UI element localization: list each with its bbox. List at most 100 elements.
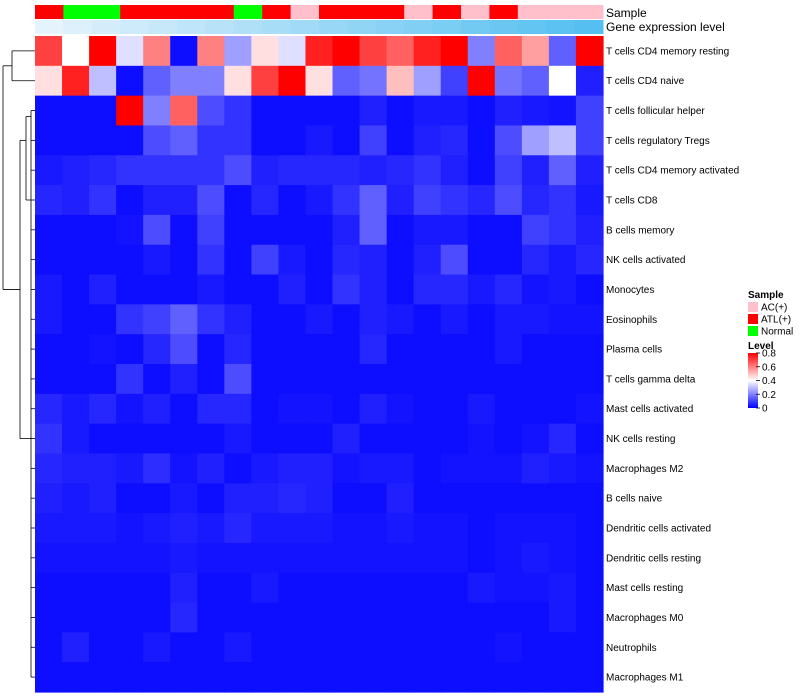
heatmap-cell	[143, 185, 171, 216]
gene-expression-annotation-cell	[63, 20, 93, 34]
heatmap-cell	[197, 662, 225, 693]
row-label: T cells CD4 naive	[606, 76, 685, 87]
heatmap-cell	[494, 274, 523, 305]
heatmap-cell	[251, 155, 280, 186]
heatmap-cell	[413, 662, 442, 693]
heatmap-cell	[197, 364, 225, 395]
heatmap-cell	[386, 662, 415, 693]
heatmap-cell	[521, 572, 550, 604]
heatmap-cell	[62, 95, 90, 127]
heatmap-cell	[521, 155, 550, 186]
heatmap-cell	[494, 214, 523, 246]
heatmap-cell	[170, 274, 198, 305]
row-label: Eosinophils	[606, 315, 657, 326]
heatmap-cell	[440, 662, 469, 693]
heatmap-cell	[116, 453, 144, 484]
row-label: T cells gamma delta	[606, 374, 696, 385]
heatmap-cell	[197, 423, 225, 455]
heatmap-cell	[467, 572, 496, 604]
heatmap-cell	[575, 602, 604, 633]
heatmap-cell	[521, 95, 550, 127]
heatmap-cell	[251, 662, 280, 693]
heatmap-cell	[143, 602, 171, 633]
heatmap-cell	[62, 572, 90, 604]
heatmap-cell	[170, 125, 198, 156]
heatmap-cell	[251, 334, 280, 365]
heatmap-cell	[35, 185, 63, 216]
heatmap-cell	[170, 244, 198, 276]
level-legend-tick-label: 0.4	[762, 376, 776, 387]
heatmap-cell	[143, 334, 171, 365]
heatmap-cell	[62, 602, 90, 633]
heatmap-cell	[494, 185, 523, 216]
heatmap-cell	[467, 513, 496, 544]
heatmap-cell	[251, 185, 280, 216]
heatmap-cell	[305, 542, 334, 574]
heatmap-cell	[575, 65, 604, 97]
heatmap-cell	[116, 185, 144, 216]
gene-expression-annotation-cell	[35, 20, 64, 34]
heatmap-cell	[170, 453, 198, 484]
heatmap-cell	[332, 542, 361, 574]
heatmap-cell	[116, 662, 144, 693]
heatmap-cell	[116, 513, 144, 544]
heatmap-cell	[548, 274, 577, 305]
heatmap-cell	[440, 542, 469, 574]
heatmap-cell	[332, 334, 361, 365]
heatmap-cell	[305, 304, 334, 335]
heatmap-cell	[332, 393, 361, 425]
heatmap-cell	[170, 572, 198, 604]
heatmap-cell	[386, 423, 415, 455]
heatmap-cell	[116, 304, 144, 335]
sample-annotation-cell	[461, 5, 490, 19]
heatmap-cell	[575, 274, 604, 305]
heatmap-cell	[548, 364, 577, 395]
heatmap-cell	[521, 125, 550, 156]
heatmap-cell	[548, 393, 577, 425]
heatmap-cell	[35, 364, 63, 395]
heatmap-cell	[440, 453, 469, 484]
heatmap-cell	[251, 542, 280, 574]
heatmap-cell	[143, 364, 171, 395]
heatmap-cell	[413, 393, 442, 425]
heatmap-cell	[305, 36, 334, 67]
heatmap-cell	[359, 65, 388, 97]
heatmap-cell	[575, 36, 604, 67]
heatmap-cell	[278, 155, 307, 186]
heatmap-cell	[332, 36, 361, 67]
heatmap-cell	[62, 125, 90, 156]
heatmap-cell	[548, 542, 577, 574]
row-label: Mast cells resting	[606, 583, 683, 594]
heatmap-cell	[143, 214, 171, 246]
gene-expression-annotation-cell	[489, 20, 519, 34]
heatmap-cell	[143, 274, 171, 305]
sample-annotation-cell	[233, 5, 263, 19]
heatmap-cell	[224, 214, 252, 246]
heatmap-cell	[440, 304, 469, 335]
heatmap-cell	[521, 36, 550, 67]
heatmap-cell	[251, 244, 280, 276]
sample-annotation-cell	[517, 5, 547, 19]
gene-expression-annotation-cell	[375, 20, 405, 34]
heatmap-cell	[359, 542, 388, 574]
heatmap-cell	[440, 632, 469, 663]
heatmap-cell	[197, 304, 225, 335]
heatmap-cell	[575, 542, 604, 574]
heatmap-cell	[143, 304, 171, 335]
sample-legend-label: ATL(+)	[761, 315, 791, 326]
heatmap-cell	[170, 304, 198, 335]
heatmap-cell	[224, 453, 252, 484]
heatmap-cell	[440, 125, 469, 156]
heatmap-cell	[467, 542, 496, 574]
heatmap-cell	[89, 155, 117, 186]
heatmap-cell	[386, 244, 415, 276]
row-label: T cells CD8	[606, 196, 658, 207]
heatmap-cell	[359, 602, 388, 633]
heatmap-cell	[548, 155, 577, 186]
heatmap-cell	[467, 334, 496, 365]
gene-expression-annotation-cell	[517, 20, 547, 34]
heatmap-cell	[305, 65, 334, 97]
heatmap-cell	[440, 513, 469, 544]
heatmap-cell	[521, 244, 550, 276]
heatmap-cell	[359, 662, 388, 693]
